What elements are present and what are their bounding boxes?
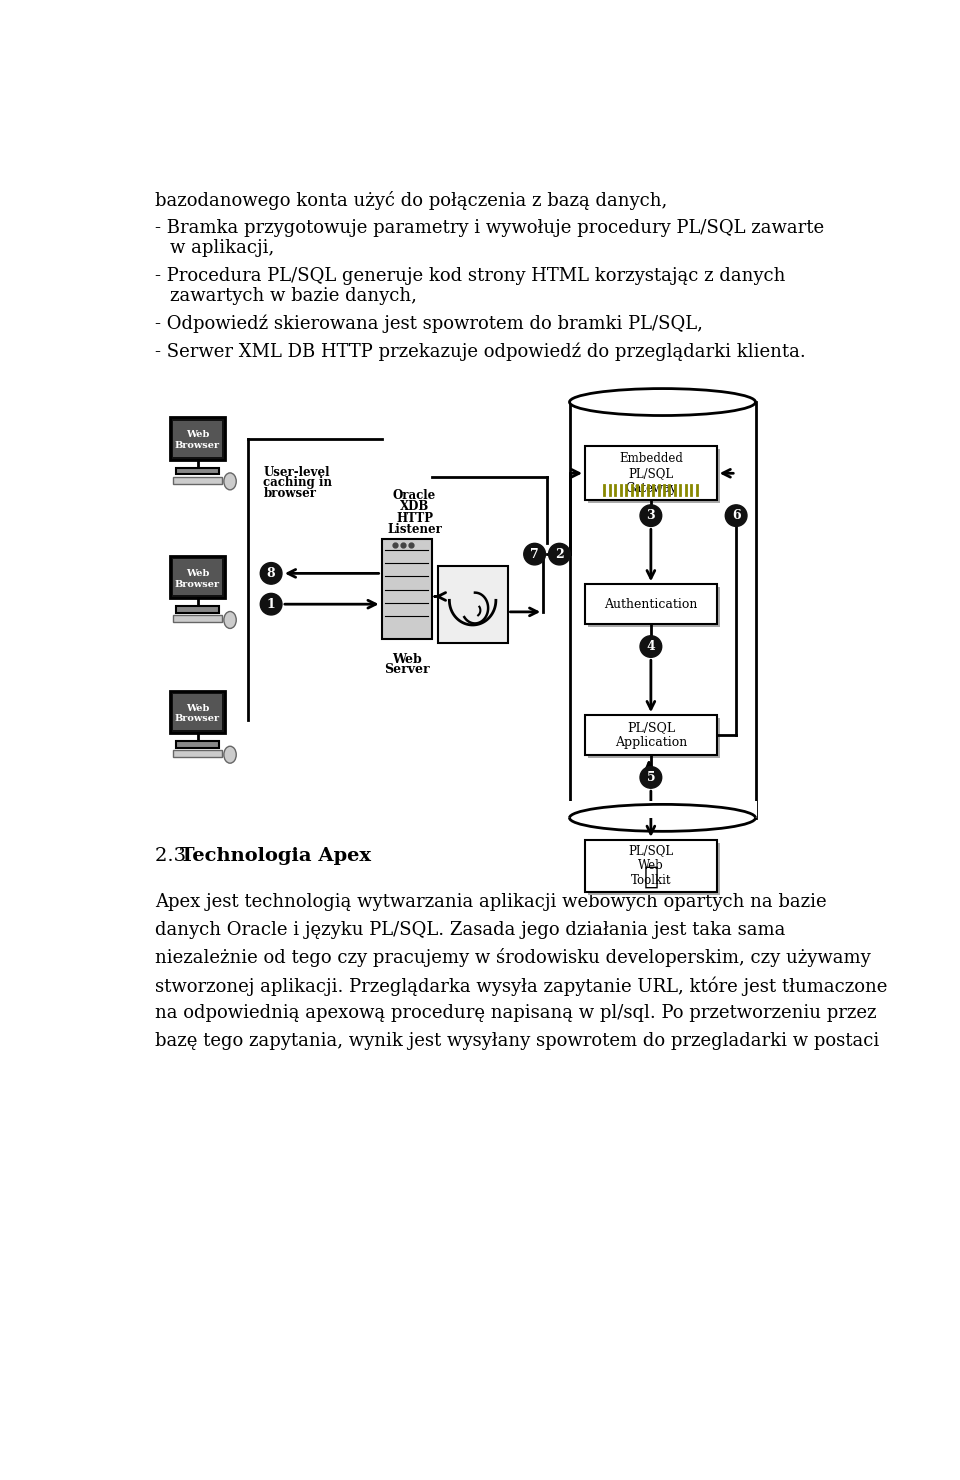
FancyBboxPatch shape <box>585 585 717 625</box>
FancyBboxPatch shape <box>381 539 432 639</box>
FancyBboxPatch shape <box>173 616 223 622</box>
Circle shape <box>260 593 282 616</box>
Text: 2.3: 2.3 <box>155 847 192 864</box>
Text: Web: Web <box>186 703 209 713</box>
Text: niezależnie od tego czy pracujemy w środowisku developerskim, czy używamy: niezależnie od tego czy pracujemy w środ… <box>155 949 871 968</box>
FancyBboxPatch shape <box>588 450 720 503</box>
Text: Browser: Browser <box>175 715 220 724</box>
FancyBboxPatch shape <box>176 468 219 475</box>
Text: Browser: Browser <box>175 441 220 450</box>
FancyBboxPatch shape <box>170 556 226 598</box>
Text: Listener: Listener <box>387 524 442 536</box>
Text: bazodanowego konta użyć do połączenia z bazą danych,: bazodanowego konta użyć do połączenia z … <box>155 191 667 210</box>
Circle shape <box>260 562 282 585</box>
FancyBboxPatch shape <box>438 565 508 642</box>
FancyBboxPatch shape <box>176 607 219 613</box>
Text: 7: 7 <box>530 548 539 561</box>
Text: HTTP: HTTP <box>396 512 433 525</box>
Ellipse shape <box>224 611 236 629</box>
Text: zawartych w bazie danych,: zawartych w bazie danych, <box>170 287 418 305</box>
Text: Oracle: Oracle <box>393 488 436 502</box>
Text: danych Oracle i języku PL/SQL. Zasada jego działania jest taka sama: danych Oracle i języku PL/SQL. Zasada je… <box>155 921 785 938</box>
Text: bazę tego zapytania, wynik jest wysyłany spowrotem do przegladarki w postaci: bazę tego zapytania, wynik jest wysyłany… <box>155 1032 879 1049</box>
Text: PL/SQL
Application: PL/SQL Application <box>614 721 687 749</box>
FancyBboxPatch shape <box>176 741 219 747</box>
Text: - Procedura PL/SQL generuje kod strony HTML korzystając z danych: - Procedura PL/SQL generuje kod strony H… <box>155 266 785 286</box>
Circle shape <box>640 636 661 657</box>
Text: XDB: XDB <box>400 500 429 514</box>
Text: Server: Server <box>384 663 429 676</box>
Ellipse shape <box>224 474 236 490</box>
Text: na odpowiednią apexową procedurę napisaną w pl/sql. Po przetworzeniu przez: na odpowiednią apexową procedurę napisan… <box>155 1003 876 1021</box>
Text: 1: 1 <box>267 598 276 611</box>
Text: 3: 3 <box>647 509 655 522</box>
FancyBboxPatch shape <box>588 718 720 758</box>
Text: - Bramka przygotowuje parametry i wywołuje procedury PL/SQL zawarte: - Bramka przygotowuje parametry i wywołu… <box>155 219 824 237</box>
Ellipse shape <box>569 389 756 416</box>
FancyBboxPatch shape <box>588 588 720 628</box>
FancyBboxPatch shape <box>173 694 223 730</box>
FancyBboxPatch shape <box>585 839 717 892</box>
Text: Web: Web <box>186 431 209 440</box>
Circle shape <box>725 505 747 527</box>
Circle shape <box>640 505 661 527</box>
FancyBboxPatch shape <box>173 420 223 457</box>
FancyBboxPatch shape <box>173 477 223 484</box>
Circle shape <box>524 543 545 565</box>
Text: 🔧: 🔧 <box>643 864 659 889</box>
Text: w aplikacji,: w aplikacji, <box>170 240 275 258</box>
Text: 4: 4 <box>646 639 656 653</box>
Text: Embedded
PL/SQL
Gateway: Embedded PL/SQL Gateway <box>619 451 683 494</box>
FancyBboxPatch shape <box>588 844 720 895</box>
FancyBboxPatch shape <box>170 691 226 733</box>
Text: 5: 5 <box>647 771 655 784</box>
Text: Authentication: Authentication <box>604 598 698 611</box>
FancyBboxPatch shape <box>173 559 223 595</box>
Text: caching in: caching in <box>263 477 332 490</box>
Text: Apex jest technologią wytwarzania aplikacji webowych opartych na bazie: Apex jest technologią wytwarzania aplika… <box>155 892 827 910</box>
Text: - Serwer XML DB HTTP przekazuje odpowiedź do przeglądarki klienta.: - Serwer XML DB HTTP przekazuje odpowied… <box>155 342 805 361</box>
Ellipse shape <box>224 746 236 764</box>
FancyBboxPatch shape <box>170 417 226 460</box>
Ellipse shape <box>569 805 756 832</box>
Text: PL/SQL
Web
Toolkit: PL/SQL Web Toolkit <box>628 845 673 888</box>
Text: 8: 8 <box>267 567 276 580</box>
Text: 2: 2 <box>555 548 564 561</box>
FancyBboxPatch shape <box>585 447 717 500</box>
Text: Web: Web <box>392 653 421 666</box>
Text: Browser: Browser <box>175 580 220 589</box>
Text: User-level: User-level <box>263 466 330 478</box>
Text: browser: browser <box>263 487 317 500</box>
Circle shape <box>640 767 661 789</box>
Text: - Odpowiedź skierowana jest spowrotem do bramki PL/SQL,: - Odpowiedź skierowana jest spowrotem do… <box>155 315 703 333</box>
FancyBboxPatch shape <box>585 715 717 755</box>
Text: Technologia Apex: Technologia Apex <box>180 847 372 864</box>
Bar <box>568 801 757 818</box>
FancyBboxPatch shape <box>173 750 223 758</box>
Text: stworzonej aplikacji. Przeglądarka wysyła zapytanie URL, które jest tłumaczone: stworzonej aplikacji. Przeglądarka wysył… <box>155 977 887 996</box>
Text: 6: 6 <box>732 509 740 522</box>
Circle shape <box>548 543 570 565</box>
Text: Web: Web <box>186 568 209 577</box>
